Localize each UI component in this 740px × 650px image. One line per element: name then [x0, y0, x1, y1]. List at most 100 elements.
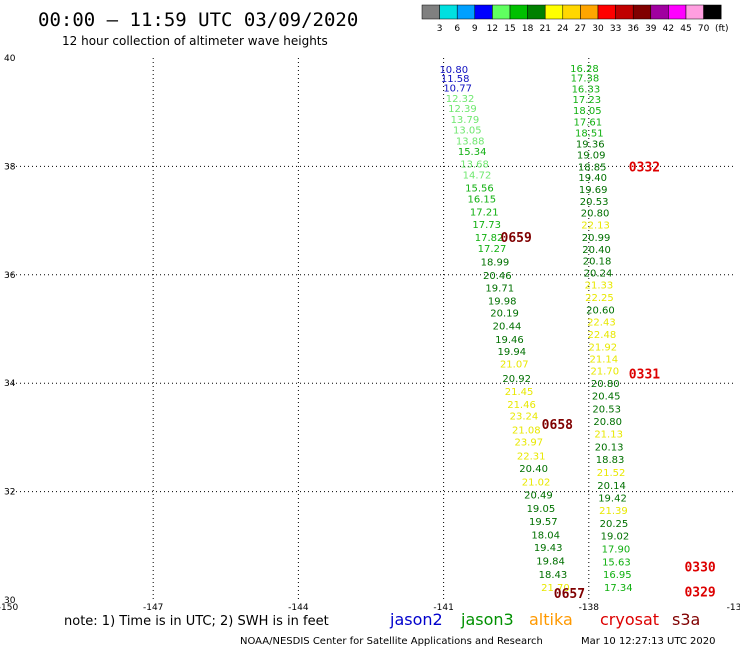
- swh-value-label: 21.13: [594, 430, 623, 441]
- swh-value-label: 18.43: [539, 570, 568, 581]
- swh-value-label: 11.58: [441, 74, 470, 85]
- legend-swatch-label: 42: [663, 24, 674, 34]
- swh-value-label: 20.40: [582, 245, 611, 256]
- swh-value-label: 19.46: [495, 335, 524, 346]
- footer-note: note: 1) Time is in UTC; 2) SWH is in fe…: [64, 614, 329, 629]
- swh-value-label: 21.46: [507, 400, 536, 411]
- y-tick-label: 32: [4, 488, 15, 498]
- credit-left: NOAA/NESDIS Center for Satellite Applica…: [240, 636, 543, 647]
- legend-swatch: [703, 4, 722, 20]
- swh-value-label: 21.52: [597, 468, 626, 479]
- swh-value-label: 19.84: [536, 556, 565, 567]
- legend-swatch-label: 9: [472, 24, 478, 34]
- swh-value-label: 17.90: [602, 545, 631, 556]
- swh-value-label: 19.69: [579, 185, 608, 196]
- swh-value-label: 18.04: [531, 530, 560, 541]
- swh-value-label: 15.63: [602, 558, 631, 569]
- swh-value-label: 20.53: [592, 405, 621, 416]
- swh-value-label: 20.44: [493, 322, 522, 333]
- swh-value-label: 19.02: [601, 532, 630, 543]
- legend-swatch-label: 3: [437, 24, 443, 34]
- legend-swatch: [562, 4, 581, 20]
- legend-swatch: [668, 4, 687, 20]
- legend-swatch-label: 36: [627, 24, 639, 34]
- satellite-legend-s3a: s3a: [672, 610, 700, 629]
- color-legend: [421, 4, 722, 20]
- swh-value-label: 17.73: [472, 220, 501, 231]
- legend-swatch: [456, 4, 476, 20]
- swh-value-label: 20.24: [584, 269, 613, 280]
- satellite-legend-jason2: jason2: [389, 610, 443, 629]
- swh-value-label: 20.18: [583, 257, 612, 268]
- swh-value-label: 20.13: [595, 443, 624, 454]
- swh-value-label: 21.08: [512, 425, 541, 436]
- swh-value-label: 17.34: [604, 583, 633, 594]
- swh-value-label: 18.51: [575, 128, 604, 139]
- swh-value-label: 13.88: [456, 136, 485, 147]
- legend-swatch-label: 45: [680, 24, 691, 34]
- legend-swatch-label: 18: [522, 24, 534, 34]
- swh-value-label: 21.33: [585, 281, 614, 292]
- data-points: 10.8011.5810.7712.3212.3913.7913.0513.88…: [439, 64, 632, 594]
- swh-value-label: 17.38: [571, 74, 600, 85]
- swh-value-label: 23.97: [514, 438, 543, 449]
- grid: [8, 58, 734, 600]
- legend-swatch: [527, 4, 546, 20]
- swh-value-label: 13.05: [453, 126, 482, 137]
- swh-value-label: 23.24: [510, 412, 539, 423]
- swh-value-label: 10.77: [443, 83, 472, 94]
- swh-value-label: 15.56: [465, 184, 494, 195]
- swh-value-label: 20.92: [502, 374, 531, 385]
- legend-swatch: [632, 4, 652, 20]
- swh-value-label: 21.92: [589, 342, 618, 353]
- swh-value-label: 21.02: [522, 477, 551, 488]
- swh-value-label: 21.14: [589, 354, 618, 365]
- swh-value-label: 17.23: [573, 95, 602, 106]
- legend-swatch-label: 15: [504, 24, 515, 34]
- legend-swatch: [509, 4, 528, 20]
- swh-value-label: 17.27: [478, 244, 507, 255]
- legend-swatch: [544, 4, 564, 20]
- swh-value-label: 18.83: [596, 455, 625, 466]
- x-tick-label: -144: [288, 603, 309, 613]
- x-tick-label: -147: [143, 603, 163, 613]
- y-tick-label: 36: [4, 271, 16, 281]
- x-tick-label: -150: [0, 603, 18, 613]
- pass-time-label: 0332: [629, 160, 660, 175]
- swh-value-label: 13.68: [460, 160, 489, 171]
- swh-value-label: 10.80: [439, 65, 468, 76]
- swh-value-label: 12.39: [448, 104, 477, 115]
- swh-value-label: 19.57: [529, 517, 558, 528]
- swh-value-label: 20.80: [591, 379, 620, 390]
- swh-value-label: 20.99: [582, 233, 611, 244]
- swh-value-label: 17.82: [475, 233, 504, 244]
- legend-swatch: [597, 4, 616, 20]
- legend-swatch: [421, 4, 440, 20]
- swh-value-label: 20.53: [580, 197, 609, 208]
- swh-value-label: 19.98: [488, 296, 517, 307]
- credit-right: Mar 10 12:27:13 UTC 2020: [581, 636, 716, 647]
- satellite-legend-altika: altika: [529, 610, 573, 629]
- swh-value-label: 18.05: [573, 106, 602, 117]
- swh-value-label: 20.19: [490, 309, 519, 320]
- legend-swatch: [615, 4, 634, 20]
- swh-value-label: 20.80: [581, 208, 610, 219]
- swh-value-label: 22.13: [581, 220, 610, 231]
- pass-time-label: 0329: [684, 585, 715, 600]
- swh-value-label: 20.80: [593, 417, 622, 428]
- swh-value-label: 18.85: [578, 162, 607, 173]
- legend-swatch: [580, 4, 599, 20]
- y-tick-label: 30: [4, 596, 16, 606]
- legend-swatch: [492, 4, 511, 20]
- y-tick-label: 38: [4, 162, 16, 172]
- legend-swatch-label: 27: [575, 24, 586, 34]
- swh-value-label: 12.32: [446, 94, 475, 105]
- swh-value-label: 20.40: [519, 464, 548, 475]
- swh-value-label: 19.71: [485, 283, 514, 294]
- legend-swatch-label: 6: [454, 24, 460, 34]
- chart-subtitle: 12 hour collection of altimeter wave hei…: [62, 34, 328, 48]
- legend-unit: (ft): [715, 24, 729, 34]
- swh-value-label: 15.34: [458, 147, 487, 158]
- pass-time-label: 0331: [629, 367, 660, 382]
